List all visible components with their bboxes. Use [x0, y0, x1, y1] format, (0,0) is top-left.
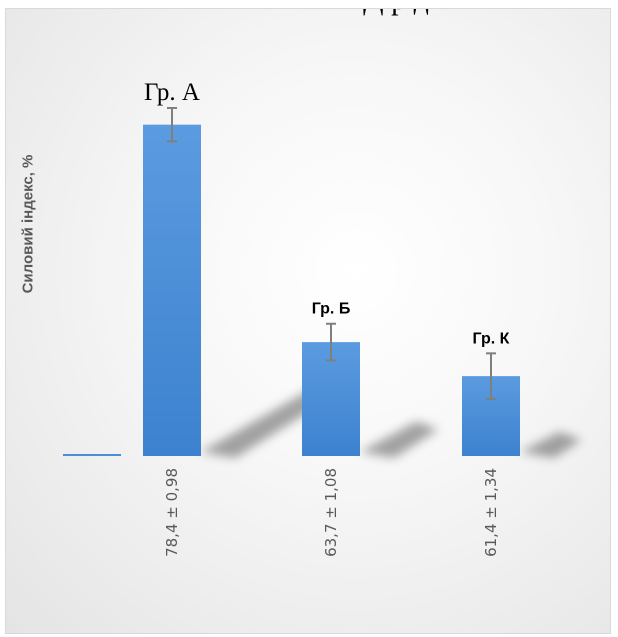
bar	[63, 454, 121, 456]
bar	[143, 124, 201, 457]
error-bar	[326, 322, 336, 362]
chart-title-fragment: Д р д	[166, 9, 610, 17]
bar-shadows	[201, 390, 582, 458]
x-tick-label: 61,4 ± 1,34	[482, 468, 500, 557]
bar-labels-group: Гр. А Гр. Б Гр. К	[144, 79, 510, 347]
x-tick-label: 63,7 ± 1,08	[322, 468, 340, 557]
bar-data-label: Гр. Б	[312, 301, 351, 318]
bar-shadow	[520, 431, 582, 458]
bars-group	[63, 124, 520, 457]
chart-area: Д р д Силовий індекс, % Гр. АГр. БГр. К …	[5, 8, 611, 634]
bar-data-label: Гр. А	[144, 79, 200, 106]
error-bar	[167, 107, 177, 143]
bar-data-label: Гр. К	[473, 330, 510, 347]
bar-shadow	[201, 390, 331, 458]
error-bar	[486, 352, 496, 400]
error-bars-group	[167, 107, 496, 400]
bar-shadow	[360, 421, 439, 458]
bar-chart: Гр. А Гр. Б Гр. К 78,4 ± 0,98 63,7 ± 1,08 61…	[63, 79, 582, 557]
x-tick-labels-group: 78,4 ± 0,98 63,7 ± 1,08 61,4 ± 1,34	[163, 468, 500, 557]
x-tick-label: 78,4 ± 0,98	[163, 468, 181, 557]
